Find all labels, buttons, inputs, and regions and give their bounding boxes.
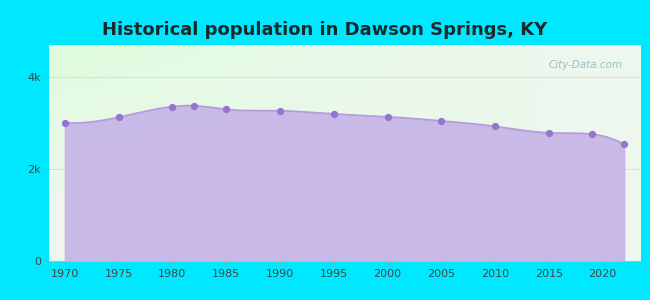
Point [543, 130, 554, 135]
Point [167, 104, 177, 109]
Point [587, 132, 597, 136]
Point [619, 142, 629, 147]
Text: Historical population in Dawson Springs, KY: Historical population in Dawson Springs,… [103, 21, 547, 39]
Point [221, 107, 231, 112]
Text: City-Data.com: City-Data.com [549, 60, 623, 70]
Point [328, 112, 339, 116]
Point [114, 115, 124, 120]
Point [382, 114, 393, 119]
Point [436, 118, 447, 123]
Point [275, 108, 285, 113]
Point [490, 124, 501, 129]
Point [60, 120, 70, 125]
Point [188, 103, 199, 108]
